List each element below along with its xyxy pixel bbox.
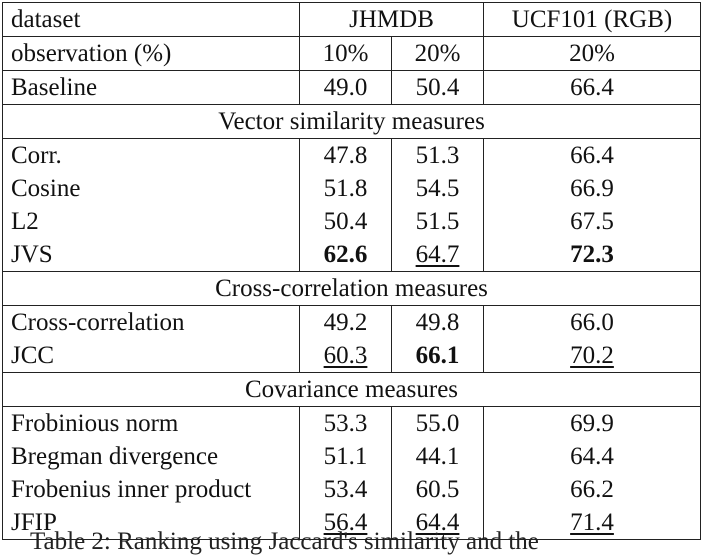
header-jhmdb: JHMDB bbox=[299, 2, 484, 37]
header-row-observation: observation (%) 10% 20% 20% bbox=[2, 36, 701, 71]
row-label: JFIP bbox=[2, 506, 300, 540]
table-row: Bregman divergence 51.1 44.1 64.4 bbox=[2, 440, 701, 473]
cell-value: 51.5 bbox=[391, 205, 484, 238]
cell-value-container: 70.2 bbox=[483, 339, 701, 373]
baseline-v2: 50.4 bbox=[391, 70, 484, 105]
row-label: JVS bbox=[2, 238, 300, 272]
cell-value-underlined: 70.2 bbox=[570, 341, 614, 369]
cell-value-container: 56.4 bbox=[299, 506, 392, 540]
table-row: Frobinious norm 53.3 55.0 69.9 bbox=[2, 406, 701, 440]
cell-value: 49.8 bbox=[391, 305, 484, 339]
header-ucf101: UCF101 (RGB) bbox=[483, 2, 701, 37]
header-row-datasets: dataset JHMDB UCF101 (RGB) bbox=[2, 2, 701, 37]
table-row: Cross-correlation 49.2 49.8 66.0 bbox=[2, 305, 701, 339]
section-title: Covariance measures bbox=[2, 372, 701, 407]
row-label: Frobenius inner product bbox=[2, 473, 300, 506]
table-row: L2 50.4 51.5 67.5 bbox=[2, 205, 701, 238]
header-obs-jhmdb-20: 20% bbox=[391, 36, 484, 71]
row-label: Bregman divergence bbox=[2, 440, 300, 473]
baseline-row: Baseline 49.0 50.4 66.4 bbox=[2, 70, 701, 105]
table-row: Corr. 47.8 51.3 66.4 bbox=[2, 138, 701, 172]
cell-value: 53.3 bbox=[299, 406, 392, 440]
row-label: L2 bbox=[2, 205, 300, 238]
header-dataset-label: dataset bbox=[2, 2, 300, 37]
section-header-covariance: Covariance measures bbox=[2, 372, 701, 407]
cell-value: 44.1 bbox=[391, 440, 484, 473]
baseline-v3: 66.4 bbox=[483, 70, 701, 105]
cell-value: 49.2 bbox=[299, 305, 392, 339]
section-title: Vector similarity measures bbox=[2, 104, 701, 139]
cell-value: 66.0 bbox=[483, 305, 701, 339]
section-title: Cross-correlation measures bbox=[2, 271, 701, 306]
section-header-cross-correlation: Cross-correlation measures bbox=[2, 271, 701, 306]
cell-value-underlined: 71.4 bbox=[570, 508, 614, 536]
cell-value-container: 60.3 bbox=[299, 339, 392, 373]
cell-value-bold: 62.6 bbox=[323, 240, 368, 268]
cell-value: 53.4 bbox=[299, 473, 392, 506]
results-table: dataset JHMDB UCF101 (RGB) observation (… bbox=[2, 2, 701, 540]
cell-value-container: 64.7 bbox=[391, 238, 484, 272]
cell-value: 60.5 bbox=[391, 473, 484, 506]
cell-value-container: 66.1 bbox=[391, 339, 484, 373]
cell-value: 47.8 bbox=[299, 138, 392, 172]
cell-value: 51.1 bbox=[299, 440, 392, 473]
table-row: JFIP 56.4 64.4 71.4 bbox=[2, 506, 701, 540]
baseline-v1: 49.0 bbox=[299, 70, 392, 105]
cell-value: 66.2 bbox=[483, 473, 701, 506]
header-obs-jhmdb-10: 10% bbox=[299, 36, 392, 71]
header-observation-label: observation (%) bbox=[2, 36, 300, 71]
row-label: Corr. bbox=[2, 138, 300, 172]
cell-value-bold: 66.1 bbox=[415, 341, 460, 369]
cell-value-container: 71.4 bbox=[483, 506, 701, 540]
cell-value: 55.0 bbox=[391, 406, 484, 440]
cell-value: 66.9 bbox=[483, 172, 701, 205]
cell-value-container: 62.6 bbox=[299, 238, 392, 272]
cell-value-underlined: 64.7 bbox=[415, 240, 460, 268]
cell-value-bold: 72.3 bbox=[570, 240, 614, 268]
row-label: Cosine bbox=[2, 172, 300, 205]
section-header-vector: Vector similarity measures bbox=[2, 104, 701, 139]
table-row: Cosine 51.8 54.5 66.9 bbox=[2, 172, 701, 205]
cell-value-underlined: 56.4 bbox=[323, 508, 368, 536]
cell-value-container: 64.4 bbox=[391, 506, 484, 540]
cell-value: 51.8 bbox=[299, 172, 392, 205]
table-row: JVS 62.6 64.7 72.3 bbox=[2, 238, 701, 272]
cell-value-underlined: 60.3 bbox=[323, 341, 368, 369]
cell-value: 69.9 bbox=[483, 406, 701, 440]
cell-value: 51.3 bbox=[391, 138, 484, 172]
cell-value-underlined: 64.4 bbox=[415, 508, 460, 536]
table-row: Frobenius inner product 53.4 60.5 66.2 bbox=[2, 473, 701, 506]
baseline-label: Baseline bbox=[2, 70, 300, 105]
row-label: Cross-correlation bbox=[2, 305, 300, 339]
row-label: JCC bbox=[2, 339, 300, 373]
header-obs-ucf-20: 20% bbox=[483, 36, 701, 71]
table-caption: Table 2: Ranking using Jaccard's similar… bbox=[30, 528, 539, 555]
row-label: Frobinious norm bbox=[2, 406, 300, 440]
cell-value: 66.4 bbox=[483, 138, 701, 172]
table-row: JCC 60.3 66.1 70.2 bbox=[2, 339, 701, 373]
cell-value: 50.4 bbox=[299, 205, 392, 238]
cell-value-container: 72.3 bbox=[483, 238, 701, 272]
cell-value: 64.4 bbox=[483, 440, 701, 473]
cell-value: 54.5 bbox=[391, 172, 484, 205]
cell-value: 67.5 bbox=[483, 205, 701, 238]
